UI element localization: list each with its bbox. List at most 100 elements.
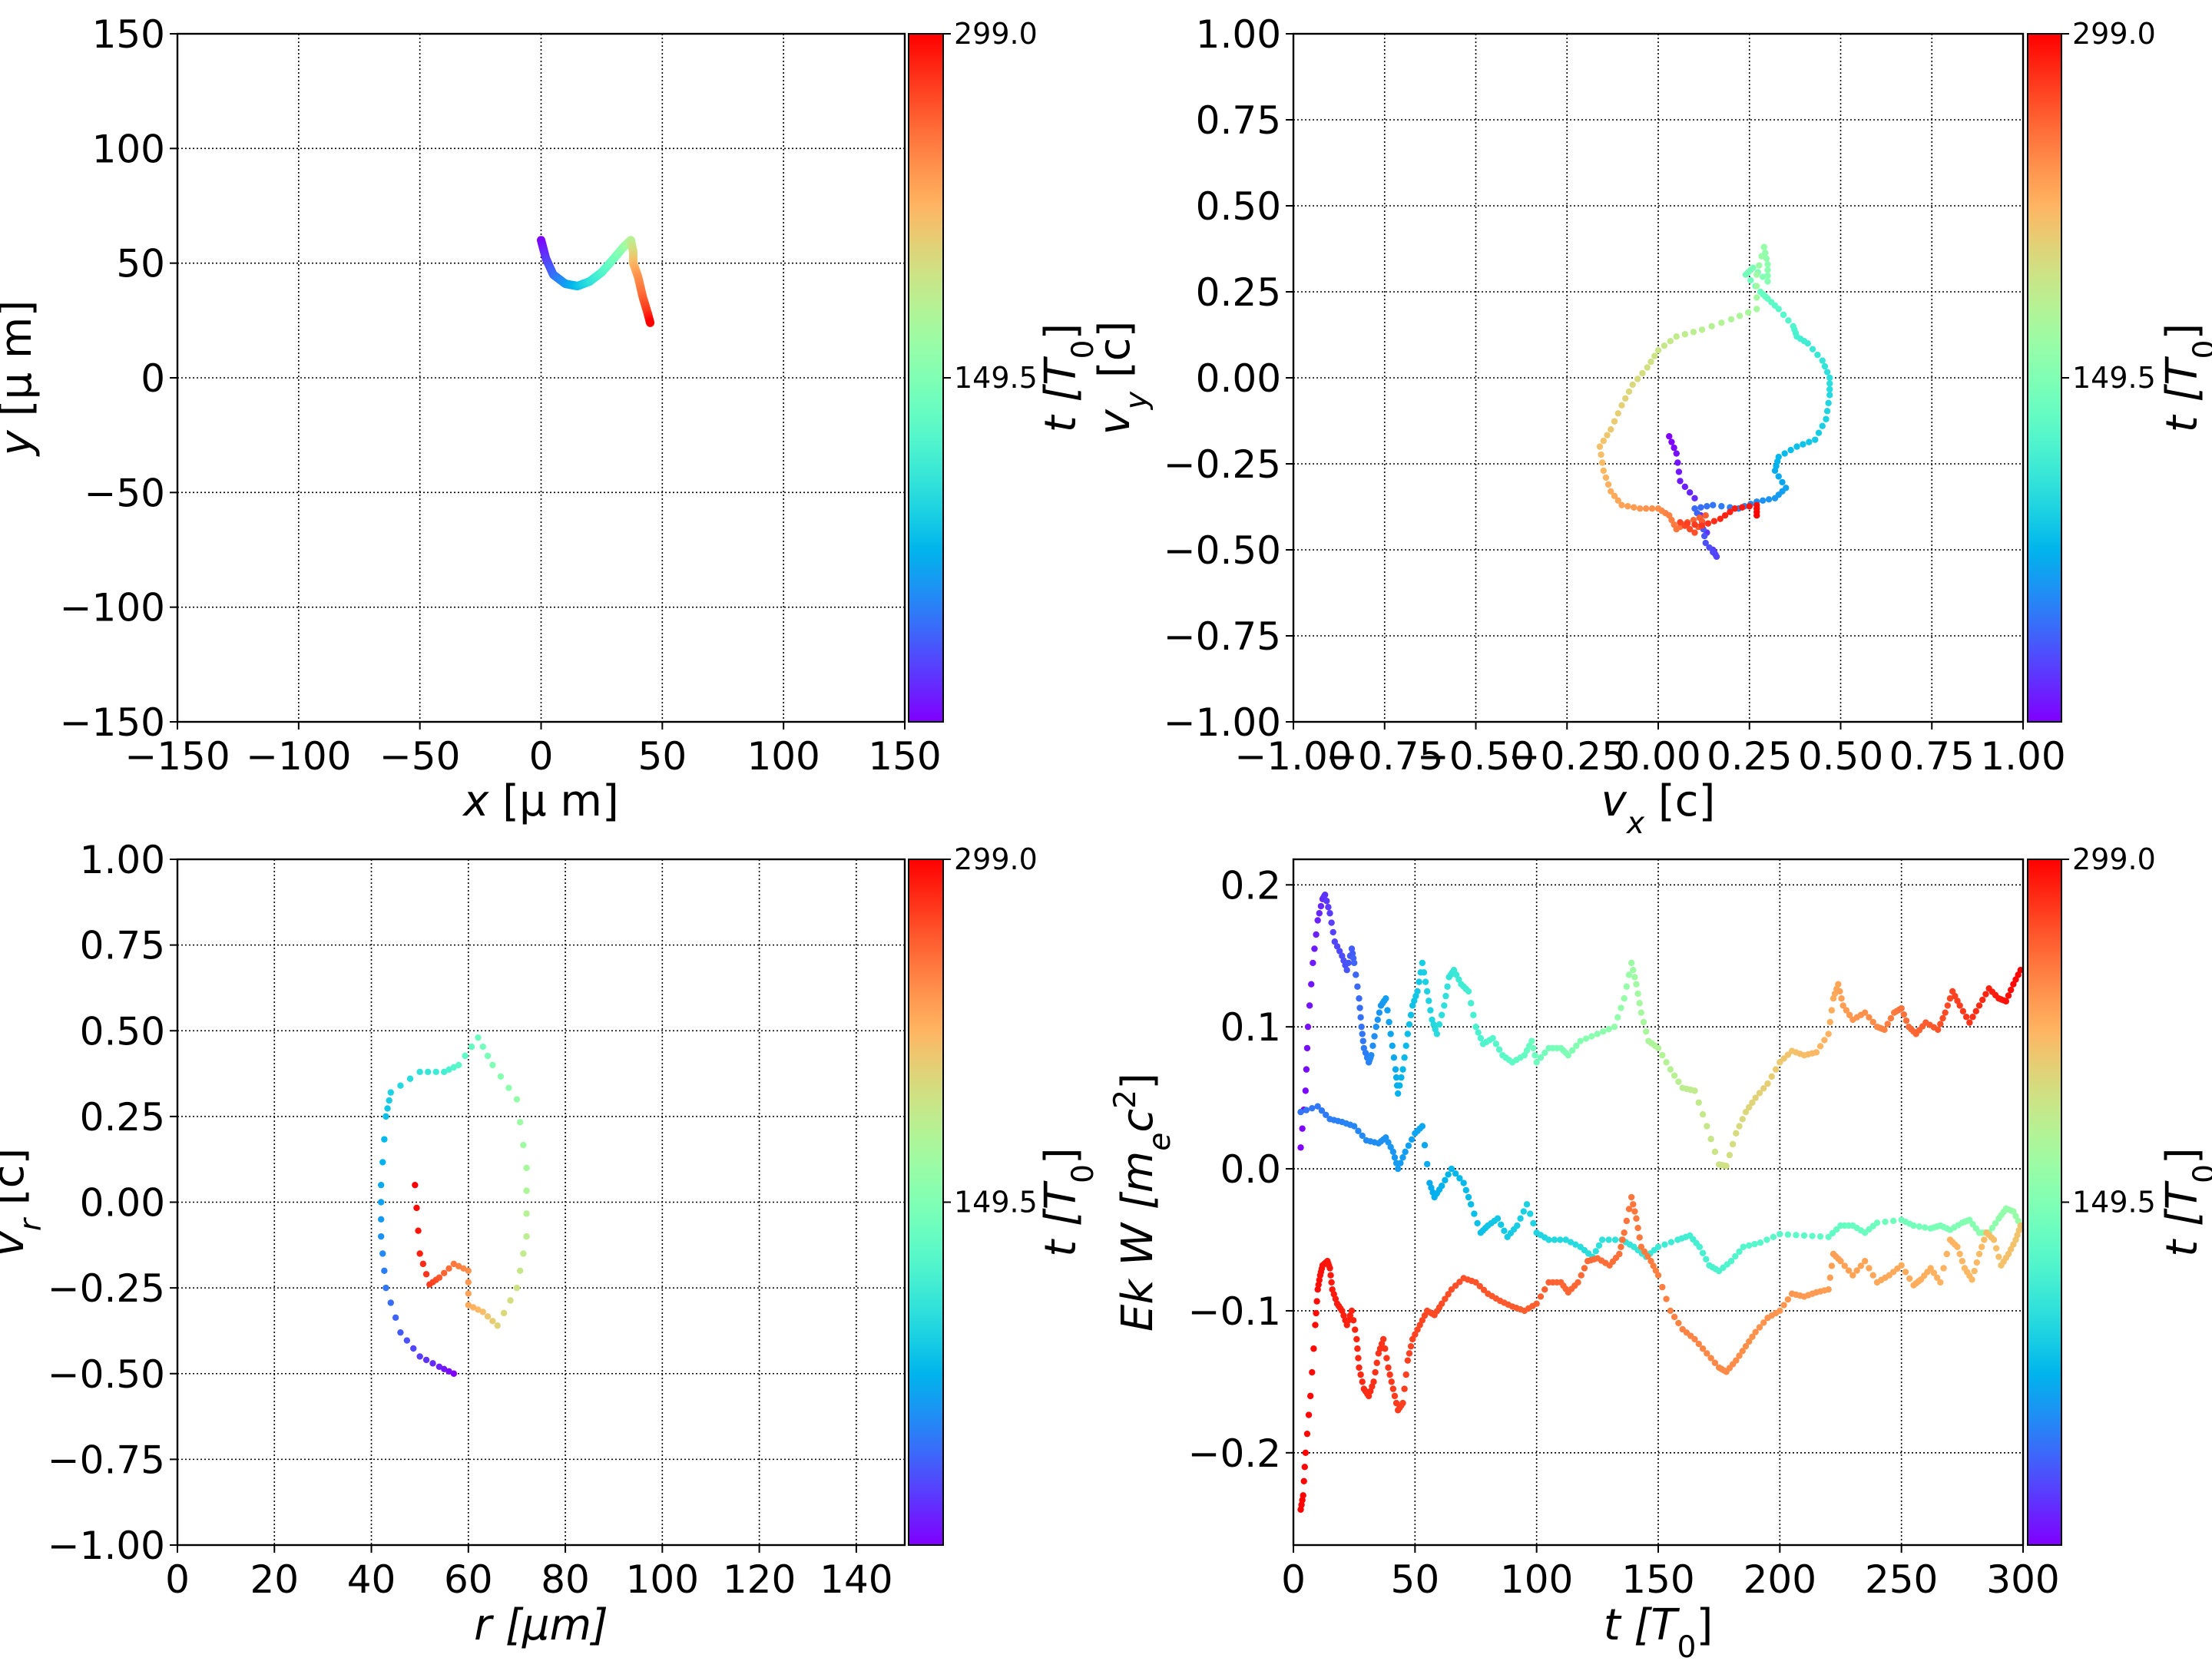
data-point — [1394, 1090, 1402, 1097]
data-point — [465, 1290, 472, 1297]
y-tick-label: 0.2 — [1220, 863, 1281, 908]
data-point — [1595, 1242, 1603, 1249]
data-point — [1402, 1042, 1409, 1050]
data-point — [1698, 522, 1706, 529]
data-point — [1476, 1282, 1483, 1290]
data-point — [1959, 1008, 1967, 1015]
data-point — [469, 1304, 477, 1311]
data-point — [1869, 1272, 1876, 1279]
data-point — [1813, 1049, 1820, 1056]
y-tick-label: 0 — [141, 356, 165, 401]
data-point — [1819, 357, 1826, 364]
data-point — [1577, 1037, 1584, 1044]
data-point — [1966, 1019, 1973, 1026]
data-point — [1763, 1236, 1770, 1243]
data-point — [1623, 983, 1631, 990]
data-point — [1303, 1066, 1310, 1073]
data-point — [1772, 1066, 1780, 1073]
data-point — [484, 1313, 492, 1320]
data-point — [1390, 1054, 1398, 1061]
data-point — [1465, 988, 1472, 995]
data-point — [412, 1181, 419, 1189]
data-point — [1388, 1378, 1395, 1385]
data-point — [2002, 998, 2010, 1005]
y-axis-label-part: [c] — [1090, 321, 1140, 392]
data-point — [460, 1265, 467, 1272]
data-point — [397, 1082, 404, 1089]
data-point — [1331, 938, 1339, 945]
data-point — [1422, 978, 1429, 985]
data-point — [1309, 1368, 1316, 1376]
data-point — [1325, 904, 1332, 911]
x-tick-label: −0.75 — [1326, 734, 1443, 779]
x-axis-label: vx [c] — [1601, 776, 1716, 841]
data-point — [1448, 1286, 1455, 1293]
data-point — [1959, 1258, 1966, 1265]
data-point — [500, 1309, 508, 1317]
data-point — [1396, 1082, 1403, 1089]
colorbar-label-part: ] — [2157, 1147, 2207, 1164]
data-point — [1416, 1322, 1423, 1329]
data-point — [1399, 1066, 1406, 1073]
data-point — [416, 1353, 423, 1360]
data-point — [1718, 503, 1725, 510]
data-point — [1427, 1007, 1434, 1014]
data-point — [1815, 429, 1823, 436]
data-point — [1372, 1368, 1379, 1376]
data-point — [1756, 262, 1763, 269]
data-point — [1592, 1248, 1599, 1255]
data-point — [1389, 1042, 1396, 1050]
data-point — [1633, 981, 1640, 988]
data-point — [1460, 1180, 1467, 1186]
data-point — [1572, 1241, 1579, 1248]
data-point — [1704, 1123, 1710, 1130]
data-point — [1995, 1253, 2002, 1260]
x-tick-label: 120 — [723, 1557, 796, 1602]
data-point — [450, 1064, 458, 1071]
data-point — [1614, 1014, 1621, 1021]
data-point — [1686, 525, 1694, 533]
data-point — [1763, 255, 1770, 262]
data-point — [2012, 976, 2019, 983]
colorbar — [908, 859, 944, 1546]
data-point — [1618, 1243, 1624, 1250]
data-point — [1751, 1240, 1758, 1248]
x-tick-label: 100 — [1500, 1557, 1573, 1602]
data-point — [1313, 1298, 1320, 1305]
y-tick-label: −0.25 — [48, 1266, 165, 1311]
data-point — [422, 1271, 430, 1278]
y-tick-label: −50 — [84, 471, 165, 515]
data-point — [1843, 1007, 1850, 1014]
data-point — [2015, 971, 2022, 978]
data-point — [1386, 1018, 1392, 1026]
data-point — [1407, 1342, 1415, 1350]
data-point — [1492, 1041, 1500, 1047]
data-point — [1326, 1265, 1333, 1272]
data-point — [1654, 1044, 1662, 1052]
data-point — [1598, 459, 1606, 466]
data-point — [429, 1360, 436, 1367]
data-point — [1302, 1087, 1310, 1094]
x-axis-label-part: x — [462, 776, 489, 826]
data-point — [1857, 1262, 1865, 1269]
data-point — [1501, 1227, 1508, 1234]
data-point — [1777, 1307, 1783, 1315]
data-point — [1652, 1267, 1660, 1274]
data-point — [1336, 948, 1343, 955]
data-point — [1533, 1300, 1540, 1307]
data-point — [455, 1061, 462, 1069]
data-point — [479, 1309, 486, 1315]
data-point — [1764, 266, 1771, 273]
data-point — [1442, 1295, 1449, 1302]
data-point — [1765, 496, 1773, 503]
data-point — [387, 1089, 394, 1096]
data-point — [1783, 485, 1790, 491]
x-tick-label: −0.25 — [1508, 734, 1626, 779]
data-point — [489, 1318, 496, 1325]
data-point — [1816, 1233, 1824, 1240]
data-point — [1681, 331, 1689, 338]
data-point — [403, 1337, 411, 1344]
data-point — [1456, 1279, 1463, 1286]
data-point — [1471, 1210, 1478, 1217]
